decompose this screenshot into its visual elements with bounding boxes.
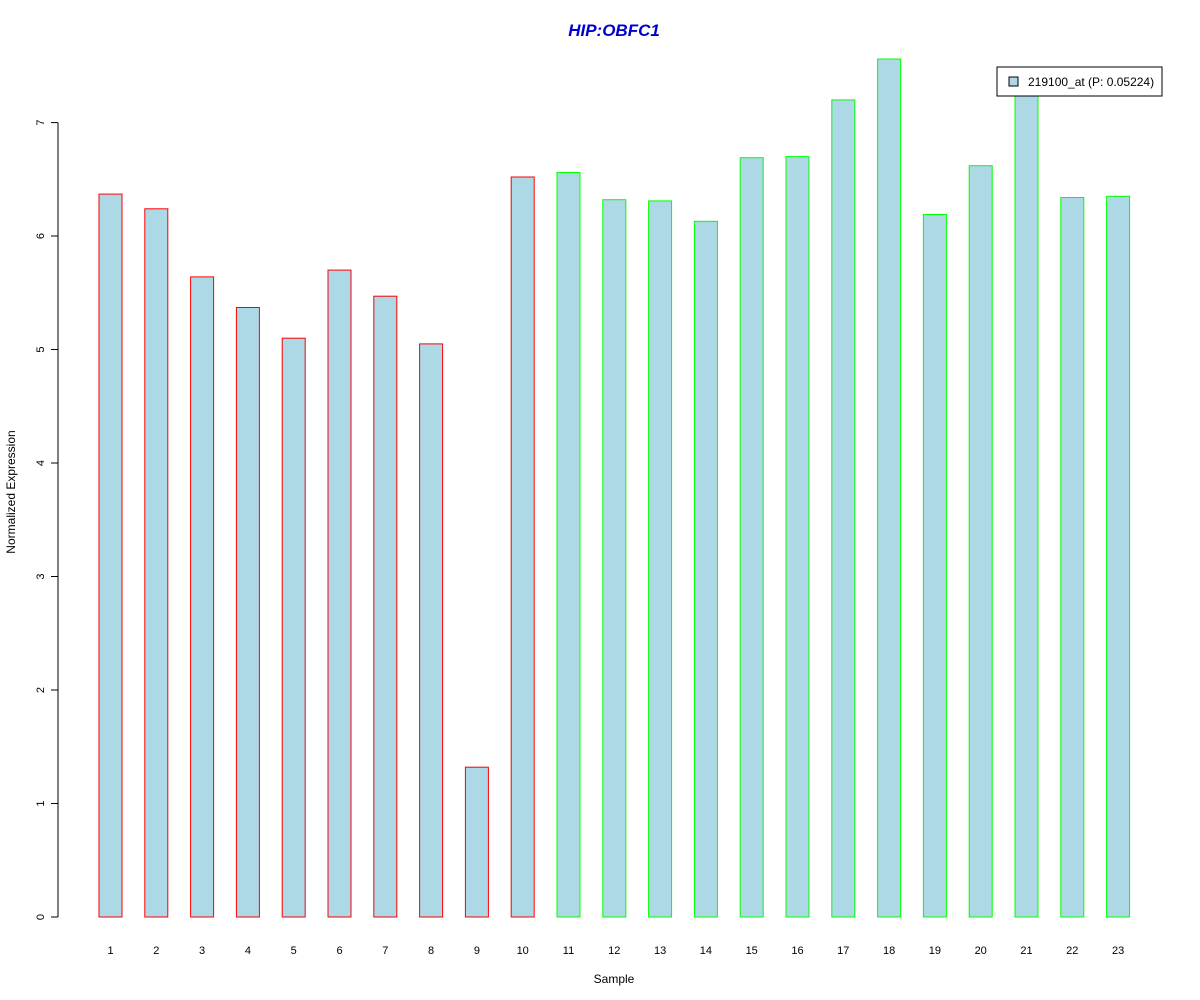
x-tick-label: 18	[883, 945, 895, 957]
bar-sample-17	[831, 99, 856, 918]
x-tick-label: 12	[608, 945, 620, 957]
bar-sample-19	[922, 214, 947, 918]
x-tick-label: 21	[1020, 945, 1032, 957]
x-tick-label: 3	[199, 945, 205, 957]
x-tick-label: 16	[791, 945, 803, 957]
x-axis-labels: 1 2 3 4 5 6 7 8 9 10 11 12 13 14 15 16 17 18 19 20 21 22 23	[107, 945, 1124, 957]
bar-sample-14	[693, 220, 718, 918]
y-tick-label: 4	[35, 460, 47, 466]
bar-sample-13	[648, 200, 673, 918]
legend-swatch	[1008, 76, 1019, 87]
x-tick-label: 19	[929, 945, 941, 957]
bar-sample-3	[190, 276, 215, 918]
x-tick-label: 2	[153, 945, 159, 957]
bar-sample-9	[464, 766, 489, 918]
y-axis-label: Normalized Expression	[4, 430, 18, 553]
bar-sample-21	[1014, 91, 1039, 918]
x-tick-label: 15	[746, 945, 758, 957]
x-tick-label: 5	[291, 945, 297, 957]
bar-sample-16	[785, 156, 810, 918]
y-tick-label: 5	[35, 346, 47, 352]
bar-sample-6	[327, 269, 352, 918]
bar-sample-11	[556, 172, 581, 918]
y-axis: 0 1 2 3 4 5 6 7	[35, 120, 59, 920]
bar-sample-18	[877, 58, 902, 918]
bar-sample-7	[373, 295, 398, 918]
x-tick-label: 17	[837, 945, 849, 957]
x-tick-label: 9	[474, 945, 480, 957]
x-tick-label: 14	[700, 945, 712, 957]
x-tick-label: 11	[563, 945, 574, 957]
bar-sample-2	[144, 208, 169, 918]
y-tick-label: 7	[35, 120, 47, 126]
x-tick-label: 23	[1112, 945, 1124, 957]
x-tick-label: 1	[107, 945, 113, 957]
bar-sample-15	[739, 157, 764, 918]
y-tick-label: 2	[35, 687, 47, 693]
x-axis-label: Sample	[594, 972, 635, 986]
chart-title: HIP:OBFC1	[568, 21, 660, 40]
y-tick-label: 0	[35, 914, 47, 920]
x-tick-label: 20	[975, 945, 987, 957]
x-tick-label: 8	[428, 945, 434, 957]
x-tick-label: 10	[517, 945, 529, 957]
y-tick-label: 6	[35, 233, 47, 239]
bars-group	[98, 58, 1131, 918]
x-tick-label: 13	[654, 945, 666, 957]
x-tick-label: 22	[1066, 945, 1078, 957]
y-tick-label: 3	[35, 573, 47, 579]
bar-sample-1	[98, 193, 123, 918]
x-tick-label: 4	[245, 945, 251, 957]
legend: 219100_at (P: 0.05224)	[996, 66, 1163, 97]
bar-sample-5	[281, 337, 306, 918]
bar-sample-4	[235, 307, 260, 918]
x-tick-label: 6	[336, 945, 342, 957]
legend-box	[996, 66, 1163, 97]
bar-sample-10	[510, 176, 535, 918]
bar-sample-22	[1060, 197, 1085, 918]
bar-sample-23	[1106, 195, 1131, 918]
y-tick-label: 1	[35, 800, 47, 806]
bar-sample-12	[602, 199, 627, 918]
bar-sample-20	[968, 165, 993, 918]
bar-sample-8	[419, 343, 444, 918]
x-tick-label: 7	[382, 945, 388, 957]
legend-label: 219100_at (P: 0.05224)	[1028, 75, 1154, 89]
